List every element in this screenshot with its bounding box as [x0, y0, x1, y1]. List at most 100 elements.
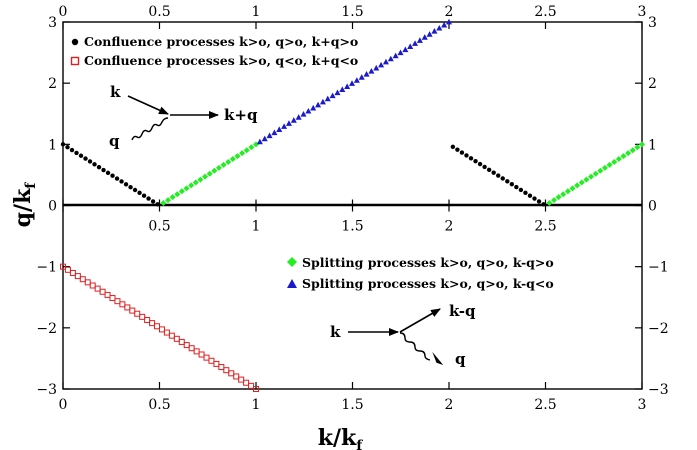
splitting-out1-label: k-q	[449, 302, 476, 320]
point-s2-g0-11	[211, 167, 218, 174]
point-s0-g0-21	[155, 202, 160, 207]
point-s1-g0-7	[94, 285, 101, 292]
point-s0-g0-18	[141, 193, 147, 198]
point-s0-g1-10	[496, 173, 501, 178]
x-tick-label-bottom-2: 1	[252, 397, 261, 413]
point-s3-g0-5	[281, 123, 288, 129]
point-s0-g0-6	[87, 159, 93, 164]
y-tick-label-left-0: 3	[48, 15, 57, 31]
point-s3-g0-17	[339, 86, 346, 93]
point-s3-g0-26	[382, 58, 389, 65]
x-tick-label-mid-4: 2.5	[534, 219, 556, 235]
point-s0-g0-0	[60, 142, 66, 147]
point-s1-g0-36	[238, 376, 245, 383]
point-s2-g1-5	[569, 185, 576, 192]
point-s2-g1-16	[620, 153, 627, 160]
point-s0-g0-20	[150, 199, 156, 204]
point-s3-g0-33	[416, 37, 423, 43]
point-s2-g1-3	[560, 191, 567, 198]
point-s0-g1-0	[450, 144, 456, 149]
point-s3-g0-14	[324, 95, 331, 102]
splitting-out1-arrow	[399, 308, 441, 333]
point-s1-g0-31	[213, 360, 220, 367]
point-s1-g0-5	[84, 279, 91, 286]
point-s2-g0-4	[178, 188, 185, 195]
point-s2-g0-0	[160, 200, 167, 207]
point-s0-g1-19	[536, 199, 542, 204]
splitting-out2-wavy-line	[399, 332, 431, 361]
x-tick-label-mid-1: 1	[252, 219, 261, 235]
legend-label-splitting-upper: Splitting processes k>o, q>o, k-q<o	[302, 276, 554, 291]
point-s3-g0-6	[285, 120, 292, 126]
point-s1-g0-25	[183, 342, 190, 349]
point-s3-g0-15	[329, 92, 336, 99]
point-s2-g1-20	[639, 141, 645, 148]
point-s2-g0-3	[174, 191, 181, 198]
point-s2-g1-18	[629, 147, 636, 154]
point-s1-g0-13	[124, 304, 131, 311]
point-s2-g0-20	[253, 141, 259, 148]
point-s2-g1-8	[583, 176, 590, 183]
x-tick-label-mid-3: 2	[445, 219, 454, 235]
point-s0-g1-16	[523, 190, 528, 195]
legend-label-confluence-positive: Confluence processes k>o, q>o, k+q>o	[84, 34, 358, 49]
x-tick-label-top-4: 2	[445, 4, 454, 20]
point-s0-g0-14	[123, 182, 129, 187]
point-s1-g0-9	[104, 291, 111, 298]
y-tick-label-left-2: 1	[48, 137, 57, 153]
point-s1-g0-18	[149, 320, 156, 327]
legend-top: Confluence processes k>o, q>o, k+q>o Con…	[70, 34, 358, 68]
point-s3-g0-35	[426, 31, 433, 37]
point-s1-g0-14	[129, 307, 136, 314]
point-s0-g1-13	[509, 181, 515, 187]
point-s1-g0-24	[178, 338, 185, 345]
splitting-out2-arrowhead	[432, 351, 444, 365]
point-s3-g0-21	[358, 74, 365, 80]
point-s2-g0-17	[239, 150, 246, 157]
point-s0-g1-12	[505, 179, 510, 184]
point-s3-g0-0	[256, 138, 263, 145]
point-s0-g0-12	[114, 176, 120, 181]
tick-marks	[62, 21, 643, 390]
point-s2-g0-8	[197, 176, 204, 183]
point-s2-g0-7	[192, 179, 199, 186]
point-s3-g0-11	[310, 104, 317, 111]
point-s2-g1-10	[592, 170, 599, 177]
point-s3-g0-32	[412, 40, 419, 46]
x-tick-label-mid-0: 0.5	[148, 219, 170, 235]
point-s0-g0-7	[92, 162, 97, 167]
point-s3-g0-20	[353, 77, 360, 83]
point-s1-g0-10	[109, 295, 116, 302]
point-s1-g0-12	[119, 301, 126, 308]
point-s1-g0-16	[139, 313, 146, 320]
point-s1-g0-26	[188, 345, 195, 352]
point-s1-g0-34	[228, 370, 235, 377]
splitting-k-label: k	[330, 323, 341, 341]
point-s2-g1-15	[615, 156, 622, 163]
y-tick-label-left-3: 0	[48, 199, 57, 215]
point-s0-g1-11	[500, 176, 505, 181]
point-s2-g0-5	[183, 185, 190, 192]
point-s1-g0-23	[173, 335, 180, 342]
point-s2-g0-18	[243, 147, 250, 154]
y-tick-label-right-1: 2	[648, 76, 657, 92]
x-tick-label-bottom-3: 1.5	[341, 397, 363, 413]
point-s1-g0-6	[89, 282, 96, 289]
legend-marker-confluence-positive	[71, 38, 79, 46]
point-s0-g0-3	[74, 150, 79, 156]
point-s2-g1-11	[597, 167, 604, 174]
legend-label-confluence-negative: Confluence processes k>o, q<o, k+q<o	[84, 53, 358, 68]
point-s3-g0-18	[344, 83, 351, 89]
legend-marker-confluence-negative	[70, 56, 80, 66]
point-s2-g1-19	[634, 144, 641, 151]
x-tick-label-bottom-1: 0.5	[148, 397, 170, 413]
point-s3-g0-12	[315, 101, 322, 108]
point-s2-g1-17	[625, 150, 632, 157]
point-s0-g0-11	[110, 173, 115, 178]
y-tick-label-right-4: −1	[648, 260, 669, 276]
point-s0-g1-15	[518, 187, 524, 193]
point-s2-g1-7	[578, 179, 585, 186]
point-s3-g0-30	[402, 46, 409, 53]
point-s1-g0-37	[243, 379, 250, 386]
